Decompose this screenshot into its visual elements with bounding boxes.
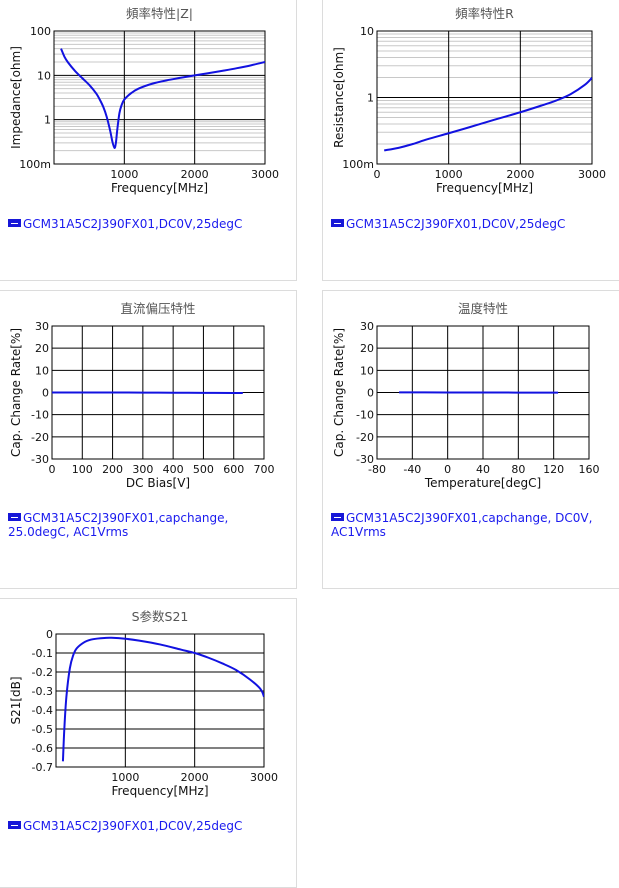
legend-swatch-icon xyxy=(8,219,21,227)
y-tick-label: 10 xyxy=(37,69,51,82)
y-tick-label: 100 xyxy=(30,25,51,38)
legend-label: GCM31A5C2J390FX01,DC0V,25degC xyxy=(23,217,242,231)
legend-swatch-icon xyxy=(8,513,21,521)
x-tick-label: 0 xyxy=(374,168,381,181)
chart-title: S参数S21 xyxy=(132,609,189,624)
x-axis-label: Frequency[MHz] xyxy=(436,181,533,195)
chart-impedance: 頻率特性|Z| 100m 1 10 100 1000 2000 3000 Frequency[M… xyxy=(0,0,298,205)
y-axis-label: Resistance[ohm] xyxy=(332,47,346,148)
plot-frame xyxy=(56,634,264,767)
y-tick-label: 10 xyxy=(35,364,49,377)
y-tick-label: 1 xyxy=(44,114,51,127)
x-tick-label: -80 xyxy=(368,463,386,476)
series-line xyxy=(63,638,264,762)
y-axis-label: Cap. Change Rate[%] xyxy=(332,328,346,457)
panel-impedance: 頻率特性|Z| 100m 1 10 100 1000 2000 3000 Frequency[M… xyxy=(0,0,297,281)
x-tick-label: 2000 xyxy=(181,771,209,784)
y-tick-label: -0.3 xyxy=(32,685,53,698)
x-tick-label: 200 xyxy=(102,463,123,476)
legend-impedance[interactable]: GCM31A5C2J390FX01,DC0V,25degC xyxy=(8,217,242,231)
panel-resistance: 頻率特性R 100m 1 10 0 1000 2000 3000 Frequency[MHz] R… xyxy=(322,0,619,281)
x-tick-label: 3000 xyxy=(578,168,606,181)
legend-label: GCM31A5C2J390FX01,capchange, 25.0degC, A… xyxy=(8,511,228,539)
legend-label: GCM31A5C2J390FX01,DC0V,25degC xyxy=(23,819,242,833)
x-tick-label: 0 xyxy=(444,463,451,476)
y-axis-label: Cap. Change Rate[%] xyxy=(9,328,23,457)
y-tick-label: -0.5 xyxy=(32,723,53,736)
y-tick-label: -0.1 xyxy=(32,647,53,660)
series-line xyxy=(384,78,592,151)
legend-s21[interactable]: GCM31A5C2J390FX01,DC0V,25degC xyxy=(8,819,242,833)
x-tick-label: 1000 xyxy=(111,771,139,784)
legend-swatch-icon xyxy=(331,513,344,521)
x-tick-label: 3000 xyxy=(250,771,278,784)
legend-swatch-icon xyxy=(331,219,344,227)
y-tick-label: 20 xyxy=(35,342,49,355)
y-axis-label: S21[dB] xyxy=(9,676,23,724)
y-tick-label: 1 xyxy=(367,92,374,105)
y-axis-label: Impedance[ohm] xyxy=(9,46,23,149)
legend-swatch-icon xyxy=(8,821,21,829)
legend-temperature[interactable]: GCM31A5C2J390FX01,capchange, DC0V, AC1Vr… xyxy=(331,511,592,539)
chart-title: 頻率特性R xyxy=(455,6,514,21)
legend-resistance[interactable]: GCM31A5C2J390FX01,DC0V,25degC xyxy=(331,217,565,231)
x-tick-label: -40 xyxy=(403,463,421,476)
chart-title: 直流偏压特性 xyxy=(120,301,195,316)
x-tick-label: 700 xyxy=(254,463,275,476)
y-tick-label: 10 xyxy=(360,364,374,377)
x-tick-label: 3000 xyxy=(251,168,279,181)
y-tick-label: 30 xyxy=(360,320,374,333)
legend-dcbias[interactable]: GCM31A5C2J390FX01,capchange, 25.0degC, A… xyxy=(8,511,228,539)
x-axis-label: DC Bias[V] xyxy=(126,476,190,490)
y-tick-label: -20 xyxy=(356,431,374,444)
y-tick-label: -0.4 xyxy=(32,704,53,717)
x-tick-label: 80 xyxy=(511,463,525,476)
chart-title: 頻率特性|Z| xyxy=(126,6,193,21)
y-tick-label: 20 xyxy=(360,342,374,355)
panel-s21: S参数S21 -0.7 -0.6 -0.5 -0.4 -0.3 -0.2 -0.1 0 1000 2… xyxy=(0,598,297,888)
x-axis-label: Frequency[MHz] xyxy=(111,181,208,195)
chart-resistance: 頻率特性R 100m 1 10 0 1000 2000 3000 Frequency[MHz] R… xyxy=(323,0,619,205)
x-axis-label: Frequency[MHz] xyxy=(111,784,208,798)
y-tick-label: -0.6 xyxy=(32,742,53,755)
x-tick-label: 500 xyxy=(193,463,214,476)
y-tick-label: 10 xyxy=(360,25,374,38)
x-axis-label: Temperature[degC] xyxy=(424,476,541,490)
x-tick-label: 600 xyxy=(223,463,244,476)
x-tick-label: 1000 xyxy=(110,168,138,181)
chart-title: 温度特性 xyxy=(458,301,508,316)
y-tick-label: 100m xyxy=(342,158,374,171)
x-tick-label: 1000 xyxy=(435,168,463,181)
x-tick-label: 400 xyxy=(163,463,184,476)
y-tick-label: 0 xyxy=(367,387,374,400)
y-tick-label: 0 xyxy=(46,628,53,641)
chart-s21: S参数S21 -0.7 -0.6 -0.5 -0.4 -0.3 -0.2 -0.1 0 1000 2… xyxy=(0,599,298,804)
plot-frame xyxy=(54,31,265,164)
y-tick-label: -10 xyxy=(356,409,374,422)
x-tick-label: 300 xyxy=(132,463,153,476)
x-tick-label: 120 xyxy=(543,463,564,476)
y-tick-label: 0 xyxy=(42,387,49,400)
y-tick-label: -20 xyxy=(31,431,49,444)
x-tick-label: 0 xyxy=(49,463,56,476)
x-tick-label: 2000 xyxy=(506,168,534,181)
x-tick-label: 160 xyxy=(579,463,600,476)
x-tick-label: 2000 xyxy=(181,168,209,181)
y-tick-label: -30 xyxy=(31,453,49,466)
legend-label: GCM31A5C2J390FX01,DC0V,25degC xyxy=(346,217,565,231)
y-tick-label: 100m xyxy=(19,158,51,171)
x-tick-label: 100 xyxy=(72,463,93,476)
y-tick-label: -0.7 xyxy=(32,761,53,774)
y-tick-label: 30 xyxy=(35,320,49,333)
y-tick-label: -10 xyxy=(31,409,49,422)
legend-label: GCM31A5C2J390FX01,capchange, DC0V, AC1Vr… xyxy=(331,511,592,539)
x-tick-label: 40 xyxy=(476,463,490,476)
y-tick-label: -0.2 xyxy=(32,666,53,679)
